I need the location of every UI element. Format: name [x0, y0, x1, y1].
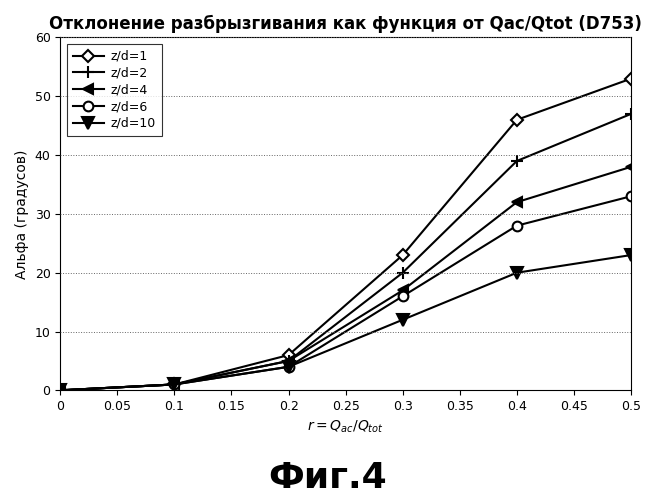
- z/d=2: [513, 158, 521, 164]
- Title: Отклонение разбрызгивания как функция от Qac/Qtot (D753): Отклонение разбрызгивания как функция от…: [49, 15, 642, 33]
- z/d=6: [513, 222, 521, 228]
- z/d=4: [285, 358, 293, 364]
- z/d=6: [285, 364, 293, 370]
- z/d=6: [627, 194, 635, 200]
- z/d=2: [56, 388, 64, 394]
- z/d=6: [171, 382, 178, 388]
- z/d=1: [285, 352, 293, 358]
- z/d=1: [56, 388, 64, 394]
- z/d=6: [56, 388, 64, 394]
- z/d=2: [171, 382, 178, 388]
- X-axis label: $r=Q_{ac}/Q_{tot}$: $r=Q_{ac}/Q_{tot}$: [307, 418, 384, 435]
- Line: z/d=1: z/d=1: [56, 74, 635, 394]
- z/d=1: [627, 76, 635, 82]
- Y-axis label: Альфа (градусов): Альфа (градусов): [15, 149, 29, 278]
- Line: z/d=2: z/d=2: [54, 108, 637, 397]
- Line: z/d=4: z/d=4: [55, 162, 636, 395]
- Line: z/d=6: z/d=6: [55, 192, 636, 395]
- z/d=10: [399, 317, 407, 323]
- Legend: z/d=1, z/d=2, z/d=4, z/d=6, z/d=10: z/d=1, z/d=2, z/d=4, z/d=6, z/d=10: [66, 44, 162, 136]
- z/d=6: [399, 293, 407, 299]
- z/d=10: [56, 388, 64, 394]
- z/d=4: [399, 288, 407, 294]
- z/d=4: [56, 388, 64, 394]
- z/d=2: [627, 111, 635, 117]
- z/d=1: [399, 252, 407, 258]
- z/d=4: [171, 382, 178, 388]
- z/d=4: [627, 164, 635, 170]
- z/d=1: [171, 382, 178, 388]
- z/d=10: [627, 252, 635, 258]
- Line: z/d=10: z/d=10: [54, 250, 636, 396]
- z/d=2: [285, 358, 293, 364]
- z/d=10: [171, 382, 178, 388]
- z/d=1: [513, 117, 521, 123]
- z/d=10: [513, 270, 521, 276]
- Text: Фиг.4: Фиг.4: [268, 461, 388, 495]
- z/d=2: [399, 270, 407, 276]
- z/d=10: [285, 364, 293, 370]
- z/d=4: [513, 199, 521, 205]
